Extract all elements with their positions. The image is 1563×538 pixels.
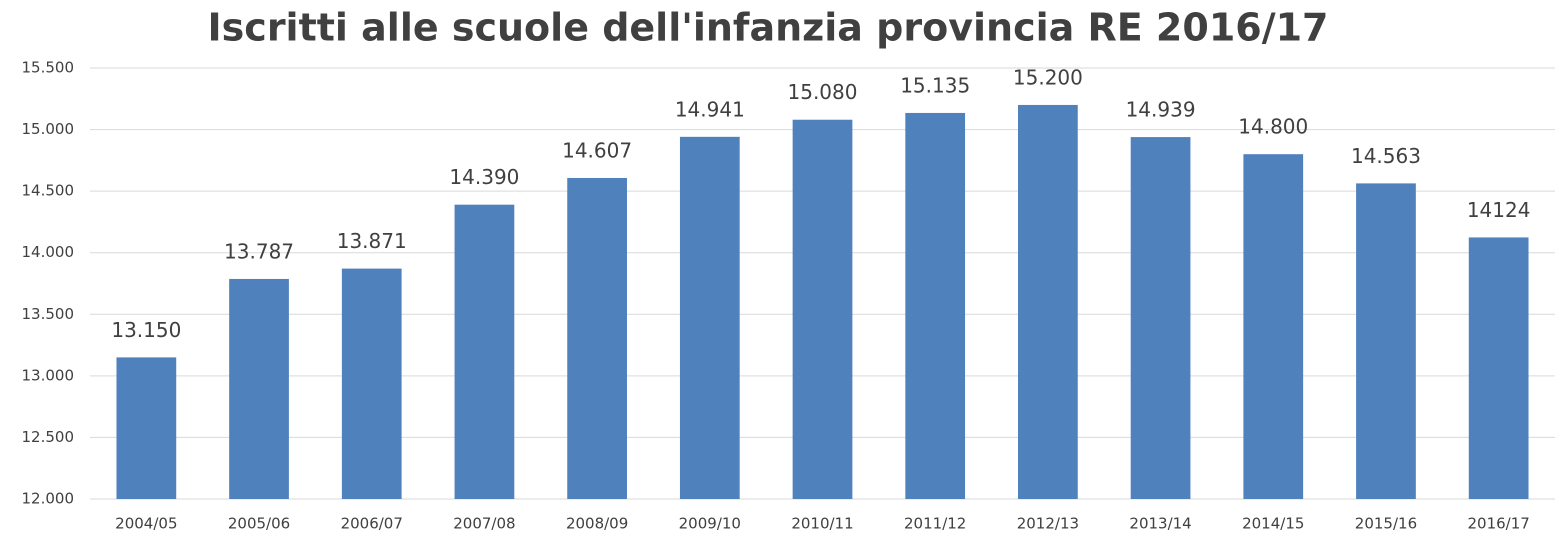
x-tick-label: 2008/09 bbox=[566, 515, 628, 533]
bar bbox=[116, 357, 177, 499]
value-label: 15.080 bbox=[788, 80, 858, 104]
value-label: 15.200 bbox=[1013, 65, 1083, 89]
bar bbox=[567, 177, 627, 500]
value-label: 14.800 bbox=[1238, 115, 1308, 139]
x-tick-label: 2016/17 bbox=[1467, 515, 1529, 533]
bar bbox=[679, 136, 740, 499]
x-tick-label: 2009/10 bbox=[679, 515, 741, 533]
y-tick-label: 14.500 bbox=[22, 182, 75, 200]
x-tick-label: 2011/12 bbox=[904, 515, 966, 533]
bar bbox=[1018, 104, 1078, 499]
bar bbox=[1130, 137, 1191, 500]
y-tick-label: 15.000 bbox=[22, 120, 75, 138]
bar bbox=[1243, 154, 1304, 499]
value-label: 15.135 bbox=[900, 73, 970, 97]
value-label: 14124 bbox=[1467, 198, 1531, 222]
value-label: 14.563 bbox=[1351, 144, 1421, 168]
value-label: 13.787 bbox=[224, 239, 294, 263]
chart-title: Iscritti alle scuole dell'infanzia provi… bbox=[208, 6, 1329, 50]
y-tick-label: 13.000 bbox=[22, 366, 75, 384]
y-tick-label: 12.000 bbox=[22, 490, 75, 508]
value-label: 14.939 bbox=[1126, 98, 1196, 122]
y-tick-label: 12.500 bbox=[22, 428, 75, 446]
y-tick-label: 15.500 bbox=[22, 59, 75, 77]
value-label: 14.941 bbox=[675, 97, 745, 121]
bar bbox=[905, 112, 966, 499]
value-label: 14.607 bbox=[562, 138, 632, 162]
x-tick-label: 2014/15 bbox=[1242, 515, 1304, 533]
value-label: 14.390 bbox=[449, 165, 519, 189]
x-tick-label: 2015/16 bbox=[1355, 515, 1417, 533]
y-tick-label: 13.500 bbox=[22, 305, 75, 323]
bar bbox=[229, 278, 289, 499]
bar bbox=[341, 268, 402, 499]
bar bbox=[792, 119, 853, 499]
x-tick-label: 2007/08 bbox=[453, 515, 515, 533]
y-tick-label: 14.000 bbox=[22, 243, 75, 261]
bar bbox=[454, 204, 515, 499]
x-tick-label: 2013/14 bbox=[1129, 515, 1191, 533]
x-tick-label: 2006/07 bbox=[341, 515, 403, 533]
value-label: 13.871 bbox=[337, 229, 407, 253]
x-tick-label: 2012/13 bbox=[1017, 515, 1079, 533]
bar bbox=[1468, 237, 1529, 499]
x-tick-label: 2004/05 bbox=[115, 515, 177, 533]
x-tick-label: 2005/06 bbox=[228, 515, 290, 533]
bar bbox=[1356, 183, 1416, 499]
x-tick-label: 2010/11 bbox=[791, 515, 853, 533]
value-label: 13.150 bbox=[111, 318, 181, 342]
